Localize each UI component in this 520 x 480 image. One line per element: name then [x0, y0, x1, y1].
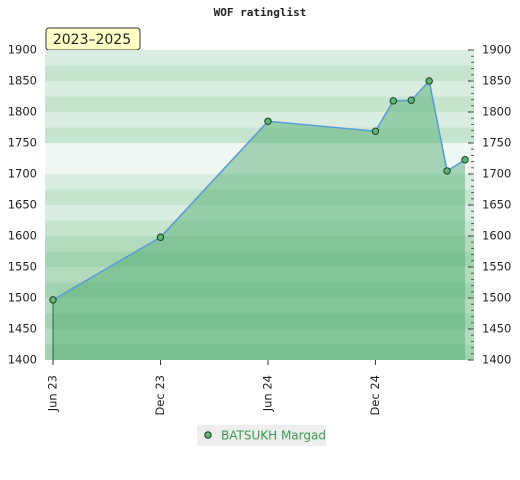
point: [425, 77, 433, 85]
stripe: [45, 205, 474, 221]
y-tick-label: 1850: [8, 74, 37, 88]
point: [407, 96, 415, 104]
stripe: [45, 81, 474, 97]
y2-tick-label: 1500: [482, 291, 511, 305]
point: [264, 117, 272, 126]
y2-tick-label: 1650: [482, 198, 511, 212]
stripe: [45, 96, 474, 112]
y-tick-label: 1400: [8, 353, 37, 367]
y2-tick-label: 1850: [482, 74, 511, 88]
y2-tick-label: 1750: [482, 136, 511, 150]
point: [461, 156, 469, 164]
y2-tick-label: 1450: [482, 322, 511, 336]
x-tick-label: Dec 23: [153, 375, 167, 416]
y-tick-label: 1450: [8, 322, 37, 336]
legend-box: [197, 425, 326, 446]
badge: 2023–2025: [53, 32, 131, 48]
stripe: [45, 344, 474, 360]
point: [371, 127, 380, 135]
stripe: [45, 127, 474, 143]
stripe: [45, 112, 474, 128]
stripe: [45, 267, 474, 283]
x-tick-label: Jun 24: [260, 375, 274, 412]
stripe: [45, 220, 474, 236]
point: [156, 233, 165, 241]
y-tick-label: 1750: [8, 136, 37, 150]
y2-tick-label: 1700: [482, 167, 511, 181]
stripe: [45, 50, 474, 66]
y2-tick-label: 1800: [482, 105, 511, 119]
stripe: [45, 189, 474, 205]
legend-marker: [204, 431, 212, 439]
stripe: [45, 143, 474, 159]
y2-tick-label: 1600: [482, 229, 511, 243]
x-tick-label: Jun 23: [46, 375, 60, 412]
y2-tick-label: 1550: [482, 260, 511, 274]
point: [443, 167, 451, 175]
stripe: [45, 313, 474, 329]
y2-tick-label: 1900: [482, 43, 511, 57]
area: [53, 81, 465, 360]
y-tick-label: 1800: [8, 105, 37, 119]
y-tick-label: 1500: [8, 291, 37, 305]
y2-tick-label: 1400: [482, 353, 511, 367]
point: [389, 97, 398, 105]
point: [49, 296, 57, 304]
stripe: [45, 236, 474, 252]
y-tick-label: 1550: [8, 260, 37, 274]
stripe: [45, 298, 474, 314]
x-tick-label: Dec 24: [368, 375, 382, 416]
y-tick-label: 1700: [8, 167, 37, 181]
legend-label: BATSUKH Margad: [221, 429, 326, 443]
stripe: [45, 158, 474, 174]
stripe: [45, 65, 474, 81]
stripe: [45, 329, 474, 345]
y-tick-label: 1900: [8, 43, 37, 57]
y-tick-label: 1650: [8, 198, 37, 212]
chart-title: WOF ratinglist: [214, 6, 307, 19]
stripe: [45, 251, 474, 267]
y-tick-label: 1600: [8, 229, 37, 243]
stripe: [45, 174, 474, 190]
stripe: [45, 282, 474, 298]
